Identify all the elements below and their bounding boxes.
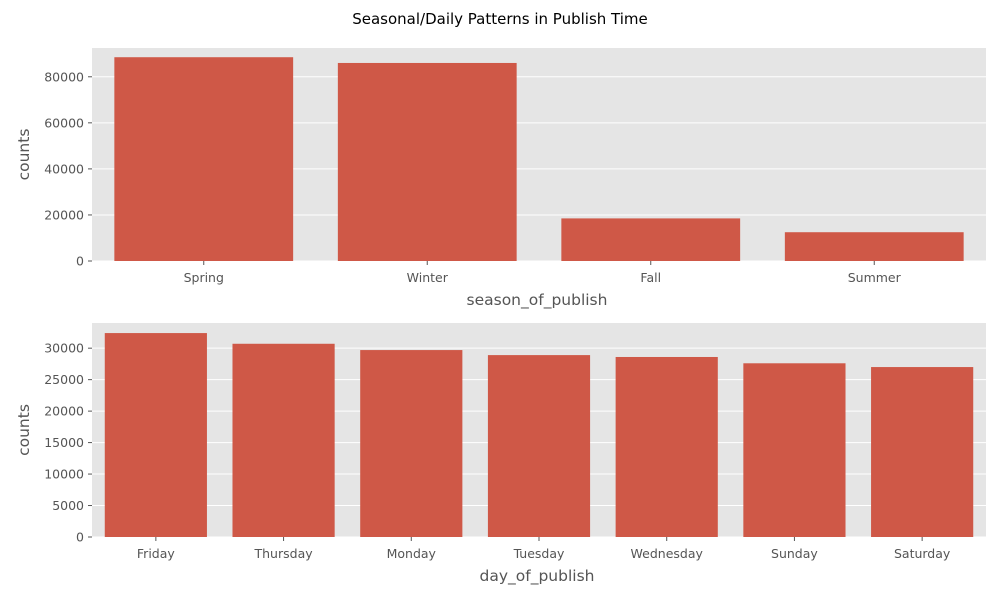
y-tick-label: 60000 [44,115,84,130]
y-tick-label: 25000 [44,372,84,387]
y-axis-label: counts [15,404,33,456]
bar-spring [114,57,294,261]
x-tick-label: Tuesday [513,546,565,561]
x-tick-label: Monday [387,546,437,561]
y-tick-label: 20000 [44,207,84,222]
x-tick-label: Thursday [254,546,314,561]
x-tick-label: Friday [137,546,175,561]
bar-wednesday [615,356,718,537]
x-tick-label: Spring [184,270,224,285]
bar-summer [784,232,964,261]
bar-sunday [743,363,846,537]
x-tick-label: Saturday [894,546,951,561]
bar-winter [337,62,517,262]
y-axis-label: counts [15,129,33,181]
y-tick-label: 10000 [44,467,84,482]
y-tick-label: 20000 [44,404,84,419]
bar-tuesday [487,355,591,537]
bar-friday [104,333,207,537]
y-tick-label: 5000 [52,498,84,513]
x-tick-label: Winter [407,270,449,285]
y-tick-label: 40000 [44,161,84,176]
x-axis-label: day_of_publish [480,567,595,586]
bar-thursday [232,343,335,537]
y-tick-label: 0 [76,254,84,269]
x-tick-label: Wednesday [631,546,704,561]
y-tick-label: 0 [76,530,84,545]
y-tick-label: 30000 [44,341,84,356]
x-tick-label: Sunday [771,546,818,561]
x-tick-label: Fall [640,270,661,285]
y-tick-label: 80000 [44,69,84,84]
bar-monday [360,350,463,537]
figure-title: Seasonal/Daily Patterns in Publish Time [352,10,648,28]
y-tick-label: 15000 [44,435,84,450]
chart-panel-1: 0 20000 40000 60000 80000 Spring Winter Fall Sum… [15,48,986,310]
x-axis-label: season_of_publish [467,291,608,310]
chart-panel-2: 0 5000 10000 15000 20000 25000 30000 Friday Thur… [15,323,986,586]
bar-fall [561,218,741,261]
x-tick-label: Summer [848,270,902,285]
bar-saturday [871,367,974,537]
